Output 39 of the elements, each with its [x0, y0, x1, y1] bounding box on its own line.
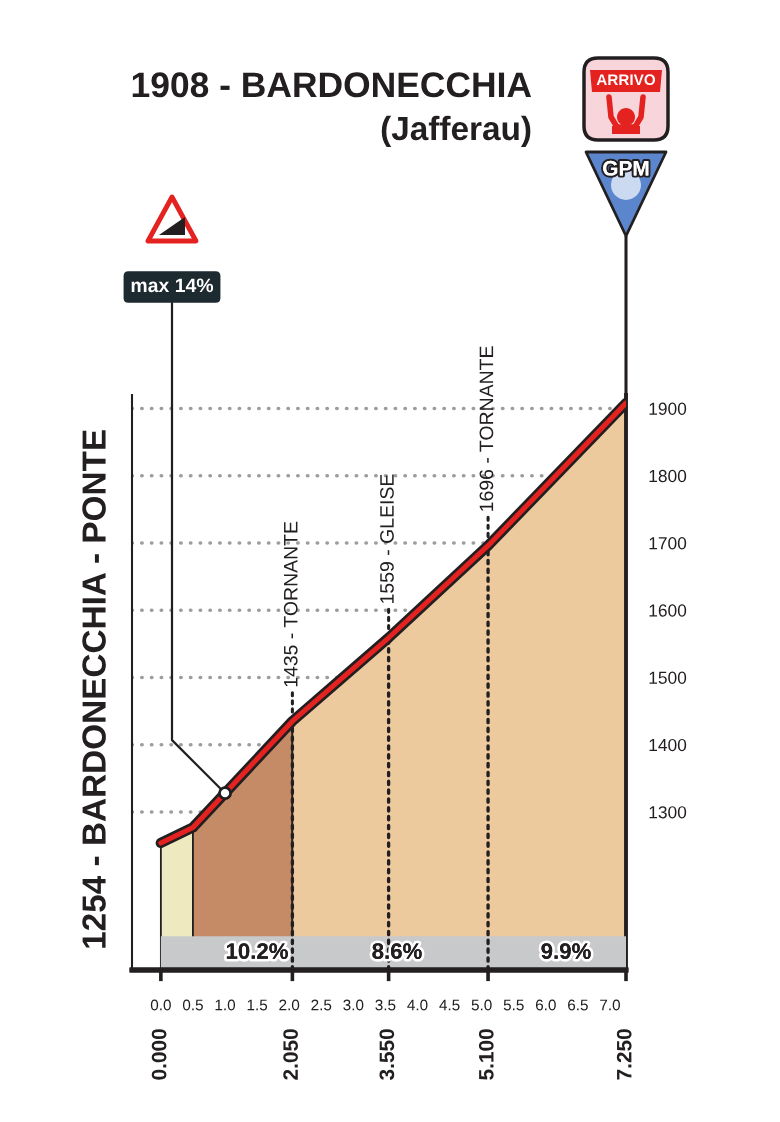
- x-tick-label: 3.0: [343, 999, 364, 1011]
- chart-subtitle: (Jafferau): [381, 115, 531, 147]
- chart-title: 1908 - BARDONECCHIA: [132, 72, 532, 98]
- annotation: max 14%: [131, 278, 214, 293]
- x-tick-label: 0.5: [182, 999, 203, 1011]
- y-tick-label: 1800: [649, 469, 687, 483]
- annotation: 10.2%: [226, 943, 288, 959]
- x-tick-label: 6.0: [535, 999, 556, 1011]
- x2-tick-label: 5.100: [478, 1029, 494, 1080]
- x-tick-label: 4.0: [407, 999, 428, 1011]
- x2-tick-label: 3.550: [379, 1029, 395, 1080]
- y-tick-label: 1400: [649, 738, 687, 752]
- y-tick-label: 1900: [649, 402, 687, 415]
- x-tick-label: 0.0: [150, 999, 171, 1011]
- x2-tick-label: 2.050: [283, 1029, 298, 1080]
- y-tick-label: 1300: [649, 806, 687, 819]
- text: 1254 - BARDONECCHIA - PONTE: [82, 430, 106, 948]
- text: ARRIVO: [596, 74, 656, 86]
- y-tick-label: 1600: [649, 604, 687, 617]
- annotation: 1696 - TORNANTE: [479, 346, 494, 511]
- x-tick-label: 2.5: [311, 999, 332, 1011]
- x-tick-label: 1.0: [215, 999, 236, 1011]
- annotation: 1435 - TORNANTE: [283, 521, 298, 687]
- x-tick-label: 3.5: [375, 999, 396, 1011]
- x-tick-label: 5.0: [471, 999, 492, 1011]
- annotation: 8.6%: [372, 943, 422, 959]
- x-tick-label: 5.5: [503, 999, 524, 1011]
- text: GPM: [603, 160, 649, 176]
- x-tick-label: 4.5: [439, 999, 460, 1011]
- y-tick-label: 1500: [649, 671, 687, 684]
- x-tick-label: 6.5: [568, 999, 588, 1011]
- annotation: 1559 - GLEISE: [380, 474, 394, 603]
- x-tick-label: 2.0: [279, 999, 300, 1011]
- x2-tick-label: 7.250: [616, 1029, 632, 1080]
- y-tick-label: 1700: [649, 537, 687, 550]
- annotation: 9.9%: [541, 943, 591, 959]
- x2-tick-label: 0.000: [151, 1029, 167, 1080]
- x-tick-label: 1.5: [247, 999, 268, 1011]
- x-tick-label: 7.0: [600, 999, 620, 1011]
